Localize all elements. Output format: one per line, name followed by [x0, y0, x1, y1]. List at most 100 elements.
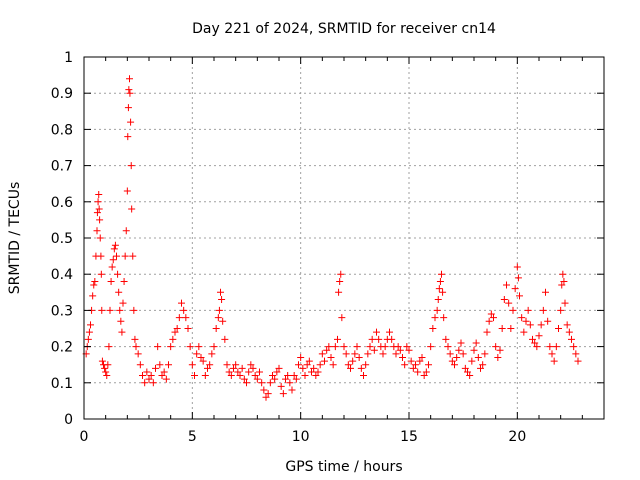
data-point [429, 325, 437, 332]
data-point [487, 310, 495, 318]
data-point [531, 339, 539, 347]
data-point [143, 368, 151, 376]
data-point [559, 270, 567, 278]
data-point [128, 205, 136, 213]
y-tick-label: 0.9 [51, 86, 73, 102]
data-point [364, 350, 372, 358]
data-point [225, 368, 233, 376]
data-point [290, 372, 298, 380]
data-point [505, 299, 513, 307]
data-point [414, 368, 422, 376]
data-point [165, 361, 172, 369]
data-point [184, 325, 192, 332]
data-point [479, 361, 487, 369]
x-tick-label: 20 [508, 429, 526, 445]
data-point [472, 339, 480, 347]
data-point [110, 245, 118, 253]
data-point [366, 343, 374, 351]
data-point [297, 353, 305, 361]
x-tick-label: 10 [292, 429, 310, 445]
data-point [282, 375, 289, 383]
data-point [95, 205, 103, 213]
data-point [201, 372, 209, 380]
data-point [154, 343, 162, 351]
data-point [234, 368, 242, 376]
data-point [173, 325, 181, 332]
data-point [90, 281, 98, 289]
data-point [349, 357, 357, 365]
data-point [273, 368, 281, 376]
data-point [111, 241, 119, 249]
data-point [312, 372, 320, 380]
data-point [342, 350, 350, 358]
data-point [95, 191, 103, 199]
data-point [347, 364, 354, 372]
data-point [535, 332, 543, 340]
x-tick-label: 0 [80, 429, 89, 445]
data-point [98, 306, 106, 314]
data-point [492, 343, 500, 351]
data-point [396, 346, 404, 354]
data-point [550, 357, 558, 365]
data-point [292, 375, 300, 383]
data-point [337, 270, 345, 278]
data-point [464, 368, 471, 376]
data-point [91, 277, 99, 285]
data-point [256, 368, 263, 376]
data-point [93, 209, 101, 217]
data-point [266, 379, 274, 387]
data-point [126, 75, 133, 83]
data-point [279, 390, 287, 398]
data-point [221, 335, 229, 343]
data-point [498, 325, 506, 332]
x-tick-label: 15 [400, 429, 418, 445]
data-point [355, 353, 363, 361]
data-point [563, 321, 571, 329]
data-point [215, 306, 223, 314]
data-point [129, 252, 137, 260]
data-point [409, 364, 417, 372]
data-point [253, 375, 261, 383]
data-point [240, 375, 248, 383]
data-point [323, 346, 331, 354]
data-point [87, 321, 94, 329]
data-point [149, 379, 157, 387]
data-point [104, 361, 112, 369]
data-point [188, 361, 196, 369]
data-point [169, 335, 177, 343]
data-point [522, 317, 530, 325]
data-point [507, 325, 515, 332]
data-points [82, 75, 582, 401]
data-point [122, 227, 130, 235]
data-point [251, 372, 259, 380]
data-point [147, 372, 155, 380]
data-point [152, 364, 159, 372]
data-point [295, 361, 302, 369]
y-tick-label: 0 [64, 412, 73, 428]
data-point [102, 368, 110, 376]
data-point [210, 343, 218, 351]
data-point [509, 306, 517, 314]
data-point [539, 306, 547, 314]
data-point [394, 343, 402, 351]
data-point [422, 368, 430, 376]
data-point [466, 372, 474, 380]
data-point [127, 162, 135, 170]
data-point [264, 390, 272, 398]
data-point [483, 328, 491, 336]
data-point [344, 361, 352, 369]
data-point [392, 350, 400, 358]
data-point [448, 357, 456, 365]
x-tick-label: 5 [188, 429, 197, 445]
data-point [156, 361, 164, 369]
data-point [218, 296, 226, 304]
y-tick-label: 0.8 [51, 122, 73, 138]
data-point [436, 277, 444, 285]
data-point [180, 306, 188, 314]
data-point [570, 343, 578, 351]
data-point [120, 277, 128, 285]
data-point [357, 364, 365, 372]
y-tick-label: 0.5 [51, 231, 73, 247]
data-point [388, 335, 396, 343]
data-point [334, 335, 341, 343]
